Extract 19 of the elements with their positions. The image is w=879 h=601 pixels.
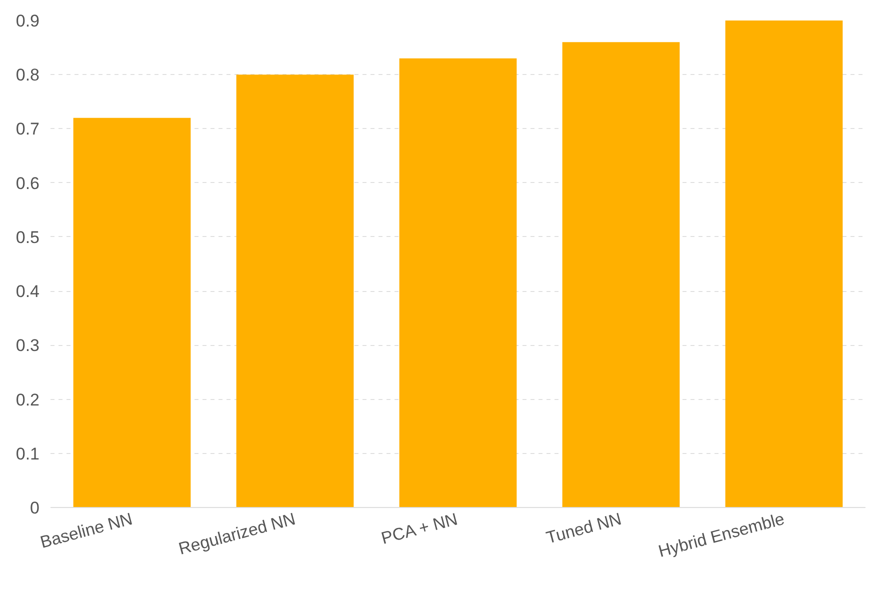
y-tick-label: 0.1: [16, 444, 40, 464]
bar: [236, 74, 354, 508]
x-tick-label: PCA + NN: [379, 510, 460, 548]
y-tick-label: 0.2: [16, 390, 40, 410]
y-tick-label: 0.8: [16, 66, 40, 85]
y-tick-label: 0.5: [16, 228, 40, 247]
y-tick-label: 0.6: [16, 174, 40, 193]
x-tick-label: Hybrid Ensemble: [656, 509, 786, 561]
x-tick-label: Baseline NN: [38, 509, 134, 552]
y-tick-label: 0.9: [16, 12, 40, 30]
y-tick-label: 0.7: [16, 120, 40, 139]
y-tick-label: 0: [30, 498, 40, 518]
y-tick-label: 0.4: [16, 282, 40, 302]
x-tick-label: Tuned NN: [544, 509, 624, 548]
bar: [399, 58, 517, 508]
bar: [73, 118, 191, 508]
y-tick-label: 0.3: [16, 336, 40, 356]
bar: [725, 20, 843, 508]
bar: [562, 42, 680, 508]
